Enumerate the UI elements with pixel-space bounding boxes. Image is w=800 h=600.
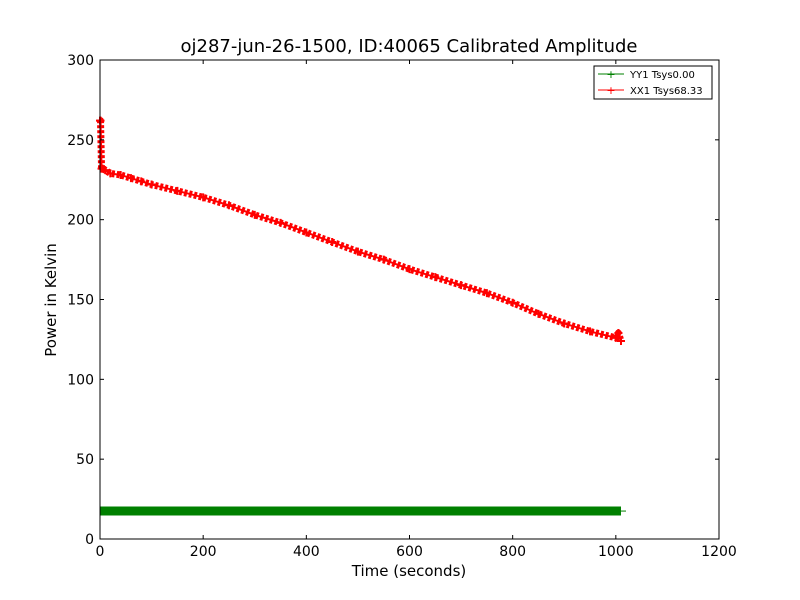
x-tick-label: 600 <box>396 544 423 560</box>
series-xx1-point <box>106 169 115 178</box>
series-xx1-point <box>126 174 135 183</box>
series-xx1-point <box>147 180 156 189</box>
series-xx1-point <box>431 273 440 282</box>
plot-area: 0 200 400 600 800 1000 1200 0 50 100 150 200 250 300 <box>67 53 737 560</box>
series-xx1-point <box>96 116 105 125</box>
series-xx1-point <box>508 298 517 307</box>
x-tick-label: 0 <box>96 544 105 560</box>
y-tick-label: 250 <box>67 133 94 149</box>
series-xx1-point <box>611 333 620 342</box>
y-tick-label: 150 <box>67 293 94 309</box>
series-xx1-point <box>534 309 543 318</box>
series-xx1-point <box>224 201 233 210</box>
y-axis-label: Power in Kelvin <box>42 243 60 357</box>
y-tick-label: 300 <box>67 53 94 69</box>
y-tick-label: 100 <box>67 372 94 388</box>
series-xx1-point <box>302 228 311 237</box>
y-tick-label: 0 <box>85 532 94 548</box>
series-xx1-point <box>405 265 414 274</box>
series-xx1-point <box>379 255 388 264</box>
legend-box <box>593 65 713 100</box>
series-xx1-point <box>353 247 362 256</box>
series-xx1-point <box>276 218 285 227</box>
series-xx1-point <box>328 238 337 247</box>
legend: + YY1 Tsys0.00 + XX1 Tsys68.33 <box>593 65 713 100</box>
x-tick-label: 200 <box>190 544 217 560</box>
series-xx1-point <box>173 186 182 195</box>
x-tick-label: 1200 <box>701 544 737 560</box>
series-xx1-point <box>616 337 625 346</box>
legend-marker-xx1: + <box>606 84 615 97</box>
x-tick-label: 800 <box>499 544 526 560</box>
series-xx1-point <box>560 319 569 328</box>
chart-title: oj287-jun-26-1500, ID:40065 Calibrated A… <box>180 36 637 57</box>
series-xx1-point <box>457 281 466 290</box>
series-xx1-point <box>116 170 125 179</box>
series-xx1-point <box>614 329 623 338</box>
series-xx1-point <box>482 289 491 298</box>
x-tick-label: 400 <box>293 544 320 560</box>
x-axis-label: Time (seconds) <box>351 562 467 580</box>
series-xx1-point <box>101 166 110 175</box>
y-tick-label: 200 <box>67 213 94 229</box>
series-xx1-point <box>199 193 208 202</box>
x-tick-label: 1000 <box>598 544 634 560</box>
series-xx1-point <box>586 327 595 336</box>
legend-label-yy1: YY1 Tsys0.00 <box>629 70 695 81</box>
legend-marker-yy1: + <box>606 68 615 81</box>
y-tick-label: 50 <box>76 452 94 468</box>
series-xx1-point <box>250 210 259 219</box>
legend-label-xx1: XX1 Tsys68.33 <box>630 86 703 97</box>
series-xx1-point <box>137 177 146 186</box>
